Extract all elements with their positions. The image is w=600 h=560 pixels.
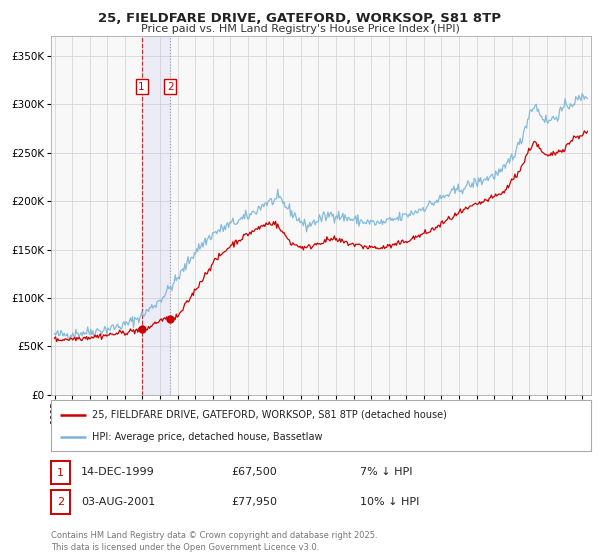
Text: 1: 1 — [57, 468, 64, 478]
Text: 2: 2 — [167, 82, 173, 92]
Text: 25, FIELDFARE DRIVE, GATEFORD, WORKSOP, S81 8TP: 25, FIELDFARE DRIVE, GATEFORD, WORKSOP, … — [98, 12, 502, 25]
Text: Contains HM Land Registry data © Crown copyright and database right 2025.
This d: Contains HM Land Registry data © Crown c… — [51, 531, 377, 552]
Text: 2: 2 — [57, 497, 64, 507]
Bar — [142, 36, 170, 395]
Text: 10% ↓ HPI: 10% ↓ HPI — [360, 497, 419, 507]
Text: HPI: Average price, detached house, Bassetlaw: HPI: Average price, detached house, Bass… — [91, 432, 322, 442]
Text: 14-DEC-1999: 14-DEC-1999 — [81, 467, 155, 477]
Text: 03-AUG-2001: 03-AUG-2001 — [81, 497, 155, 507]
Text: Price paid vs. HM Land Registry's House Price Index (HPI): Price paid vs. HM Land Registry's House … — [140, 24, 460, 34]
Text: £67,500: £67,500 — [231, 467, 277, 477]
Text: 7% ↓ HPI: 7% ↓ HPI — [360, 467, 413, 477]
Text: 1: 1 — [138, 82, 145, 92]
Text: 25, FIELDFARE DRIVE, GATEFORD, WORKSOP, S81 8TP (detached house): 25, FIELDFARE DRIVE, GATEFORD, WORKSOP, … — [91, 409, 446, 419]
Text: £77,950: £77,950 — [231, 497, 277, 507]
